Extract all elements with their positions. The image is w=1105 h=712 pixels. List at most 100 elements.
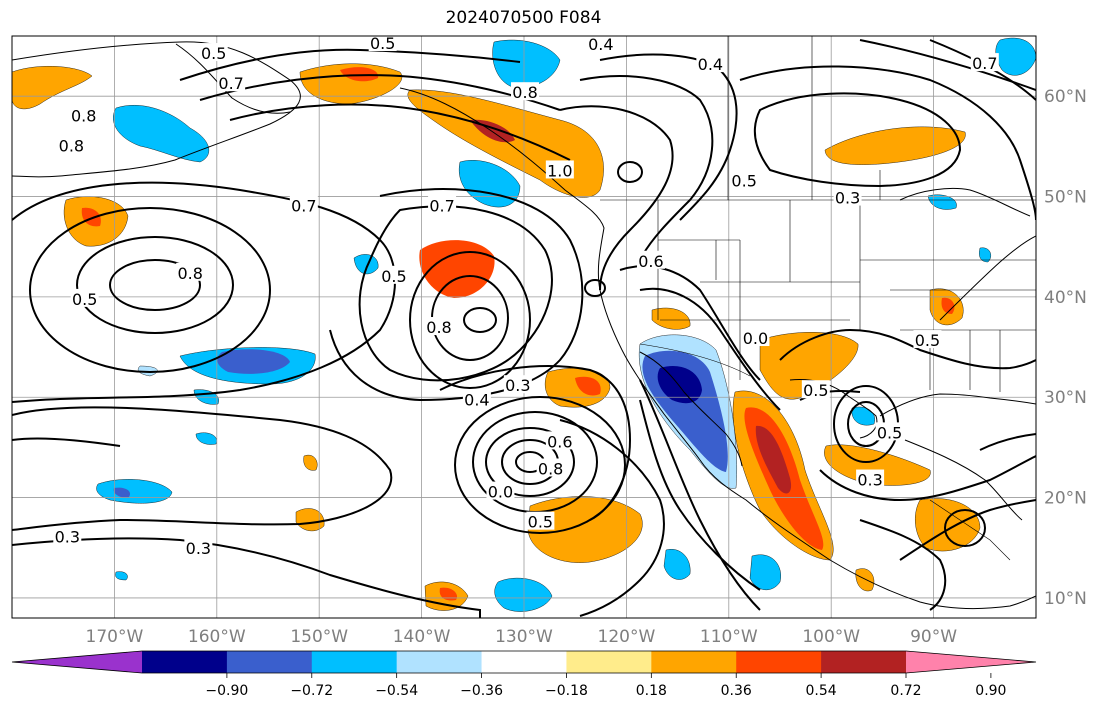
longitude-tick-label: 120°W xyxy=(598,627,656,647)
colorbar-tick-label: −0.72 xyxy=(290,683,333,699)
contour-label: 0.5 xyxy=(72,290,97,309)
latitude-tick-label: 10°N xyxy=(1044,589,1087,609)
colorbar-segment xyxy=(736,651,822,673)
contour-label: 0.5 xyxy=(877,423,902,442)
contour-label: 0.4 xyxy=(698,55,723,74)
contour-label: 0.8 xyxy=(177,264,202,283)
colorbar-segment xyxy=(651,651,737,673)
contour-label: 0.8 xyxy=(71,106,96,125)
map-border xyxy=(11,35,1037,619)
colorbar-segment xyxy=(481,651,567,673)
contour-label-background xyxy=(379,265,408,284)
contour-label: 0.8 xyxy=(512,83,537,102)
colorbar-tick-label: 0.72 xyxy=(890,683,921,699)
contour-label: 0.3 xyxy=(835,189,860,208)
contour-label: 0.0 xyxy=(743,329,768,348)
longitude-tick-labels: 170°W 160°W 150°W 140°W 130°W 120°W 110°W 100°W… xyxy=(86,627,958,647)
latitude-tick-label: 50°N xyxy=(1044,188,1087,208)
contour-label: 0.3 xyxy=(55,528,80,547)
contour-label-background xyxy=(368,36,397,52)
contour-label: 0.5 xyxy=(915,331,940,350)
colorbar-tick-label: 0.54 xyxy=(806,683,837,699)
contour-label: 0.5 xyxy=(528,513,553,532)
colorbar-tick-label: 0.90 xyxy=(975,683,1006,699)
contour-label-background xyxy=(696,54,725,73)
contour-label: 0.0 xyxy=(488,483,513,502)
longitude-tick-label: 90°W xyxy=(910,627,957,647)
contour-label-background xyxy=(425,317,454,336)
colorbar-tick-label: −0.54 xyxy=(375,683,418,699)
colorbar-segment xyxy=(821,651,907,673)
latitude-tick-label: 30°N xyxy=(1044,388,1087,408)
colorbar-tick-label: −0.36 xyxy=(460,683,503,699)
contour-label: 0.3 xyxy=(186,539,211,558)
contour-label-background xyxy=(428,195,457,214)
contour-label-background xyxy=(289,195,318,214)
contour-label: 0.5 xyxy=(370,34,395,53)
longitude-tick-label: 100°W xyxy=(802,627,860,647)
colorbar-extend-max xyxy=(906,651,1036,673)
contour-label: 0.5 xyxy=(803,381,828,400)
contour-label: 1.0 xyxy=(547,161,572,180)
contour-label: 0.3 xyxy=(505,376,530,395)
contour-label: 0.5 xyxy=(731,172,756,191)
contour-label: 0.7 xyxy=(218,74,243,93)
colorbar-outline xyxy=(11,650,1037,674)
contour-label: 0.8 xyxy=(59,136,84,155)
colorbar-segment xyxy=(226,651,313,673)
contour-label: 0.7 xyxy=(429,197,454,216)
contour-label-background xyxy=(636,250,665,269)
contour-label: 0.4 xyxy=(464,390,489,409)
latitude-tick-labels: 60°N 50°N 40°N 30°N 20°N 10°N xyxy=(1044,87,1087,609)
contour-label-background xyxy=(730,170,759,189)
colorbar-extend-min xyxy=(12,651,142,673)
contour-label-background xyxy=(57,135,86,154)
colorbar-segment xyxy=(566,651,652,673)
contour-label-background xyxy=(53,526,82,545)
contour-label-background xyxy=(833,187,862,206)
contour-label-background xyxy=(184,537,213,556)
contour-label: 0.5 xyxy=(381,267,406,286)
colorbar-segment xyxy=(396,651,483,673)
colorbar-tick-label: 0.18 xyxy=(636,683,667,699)
contour-label-background xyxy=(545,160,574,179)
contour-label-background xyxy=(801,380,830,399)
contour-label-background xyxy=(462,389,491,408)
contour-label-background xyxy=(199,43,228,62)
colorbar-tick-label: −0.90 xyxy=(205,683,248,699)
contour-label: 0.7 xyxy=(972,54,997,73)
contour-label: 0.7 xyxy=(291,197,316,216)
contour-label-background xyxy=(70,288,99,307)
contour-label-background xyxy=(69,105,98,124)
longitude-tick-label: 170°W xyxy=(86,627,144,647)
longitude-tick-label: 130°W xyxy=(495,627,553,647)
latitude-tick-label: 60°N xyxy=(1044,87,1087,107)
contour-label: 0.6 xyxy=(638,252,663,271)
contour-label-background xyxy=(536,458,565,477)
longitude-tick-label: 110°W xyxy=(700,627,758,647)
contour-label: 0.5 xyxy=(201,44,226,63)
contour-label-background xyxy=(486,481,515,500)
contour-label-background xyxy=(913,330,942,349)
colorbar-tick-label: −0.18 xyxy=(545,683,588,699)
contour-label-background xyxy=(511,82,540,101)
contour-label: 0.6 xyxy=(547,432,572,451)
contour-label-background xyxy=(176,262,205,281)
contour-label: 0.3 xyxy=(857,471,882,490)
contour-label: 0.8 xyxy=(538,459,563,478)
longitude-tick-label: 160°W xyxy=(188,627,246,647)
longitude-tick-label: 140°W xyxy=(393,627,451,647)
map-title: 2024070500 F084 xyxy=(445,8,602,28)
contour-label-background xyxy=(970,53,999,72)
contour-label: 0.8 xyxy=(426,318,451,337)
contour-label-background xyxy=(545,431,574,450)
colorbar-segment xyxy=(311,651,398,673)
colorbar: −0.90 −0.72 −0.54 −0.36 −0.18 0.18 0.36 0.54 0.7… xyxy=(11,650,1037,699)
longitude-tick-label: 150°W xyxy=(290,627,348,647)
latitude-tick-label: 40°N xyxy=(1044,288,1087,308)
colorbar-segment xyxy=(142,651,228,673)
contour-label-background xyxy=(526,511,555,530)
contour-label-background xyxy=(586,36,615,53)
contour-label-background xyxy=(856,469,885,488)
latitude-tick-label: 20°N xyxy=(1044,489,1087,509)
